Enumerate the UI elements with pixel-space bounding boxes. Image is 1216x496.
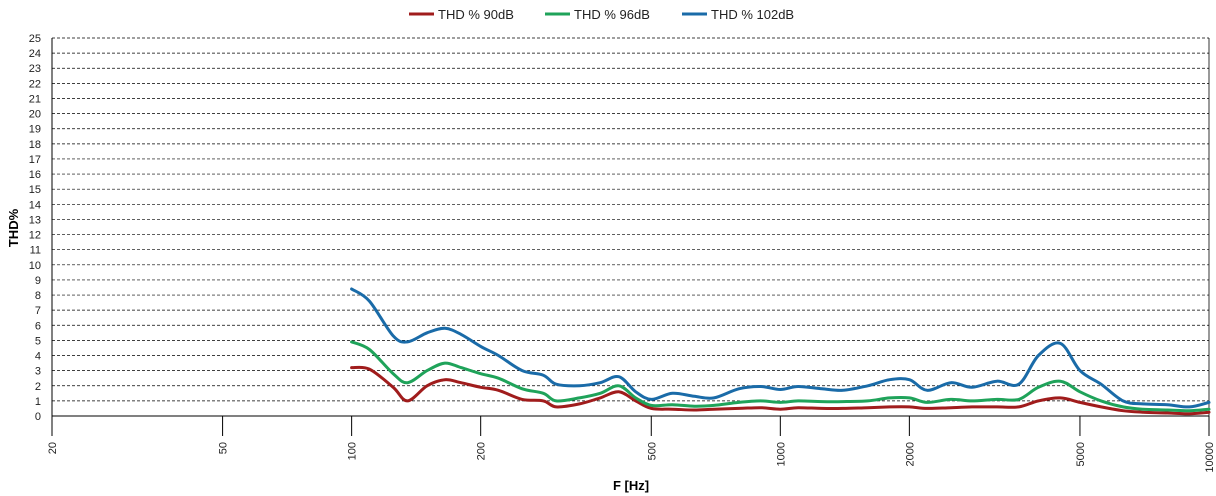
x-tick-label: 10000	[1204, 442, 1216, 473]
y-tick-label: 23	[29, 63, 41, 75]
y-tick-label: 14	[29, 199, 41, 211]
y-tick-label: 1	[35, 396, 41, 408]
series-line-0	[350, 365, 1211, 416]
y-tick-label: 10	[29, 260, 41, 272]
legend-label-1: THD % 96dB	[574, 7, 650, 22]
y-tick-label: 16	[29, 169, 41, 181]
x-tick-label: 5000	[1075, 442, 1087, 466]
y-tick-label: 11	[30, 245, 41, 257]
series-line-2	[350, 287, 1211, 409]
y-tick-label: 3	[35, 366, 41, 378]
y-tick-label: 24	[29, 48, 41, 60]
x-tick-label: 2000	[904, 442, 916, 466]
y-tick-label: 9	[35, 275, 41, 287]
y-tick-label: 8	[35, 290, 41, 302]
y-tick-label: 20	[29, 109, 41, 121]
y-tick-label: 21	[29, 93, 41, 105]
series-lines	[350, 287, 1211, 416]
y-tick-label: 0	[35, 411, 41, 423]
x-tick-label: 200	[476, 442, 488, 460]
y-tick-label: 7	[35, 305, 41, 317]
x-tick-label: 100	[347, 442, 359, 460]
x-tick-label: 50	[218, 442, 230, 454]
legend-label-2: THD % 102dB	[711, 7, 794, 22]
x-tick-label: 1000	[775, 442, 787, 466]
y-tick-label: 15	[29, 184, 41, 196]
y-tick-label: 13	[29, 214, 41, 226]
y-tick-label: 22	[29, 78, 41, 90]
y-tick-label: 5	[35, 335, 41, 347]
legend-label-0: THD % 90dB	[438, 7, 514, 22]
gridlines	[52, 37, 1209, 402]
y-tick-label: 12	[29, 230, 41, 242]
y-tick-label: 4	[35, 351, 41, 363]
series-line-1	[350, 340, 1211, 413]
x-tick-label: 20	[47, 442, 59, 454]
y-tick-label: 19	[29, 124, 41, 136]
x-axis-title: F [Hz]	[613, 478, 649, 493]
y-tick-label: 18	[29, 139, 41, 151]
y-tick-label: 17	[29, 154, 41, 166]
y-tick-label: 2	[35, 381, 41, 393]
x-tick-label: 500	[646, 442, 658, 460]
axes: 0123456789101112131415161718192021222324…	[29, 33, 1216, 473]
legend: THD % 90dB THD % 96dB THD % 102dB	[409, 7, 794, 22]
y-tick-label: 25	[29, 33, 41, 45]
y-axis-title: THD%	[6, 208, 21, 247]
y-tick-label: 6	[35, 320, 41, 332]
